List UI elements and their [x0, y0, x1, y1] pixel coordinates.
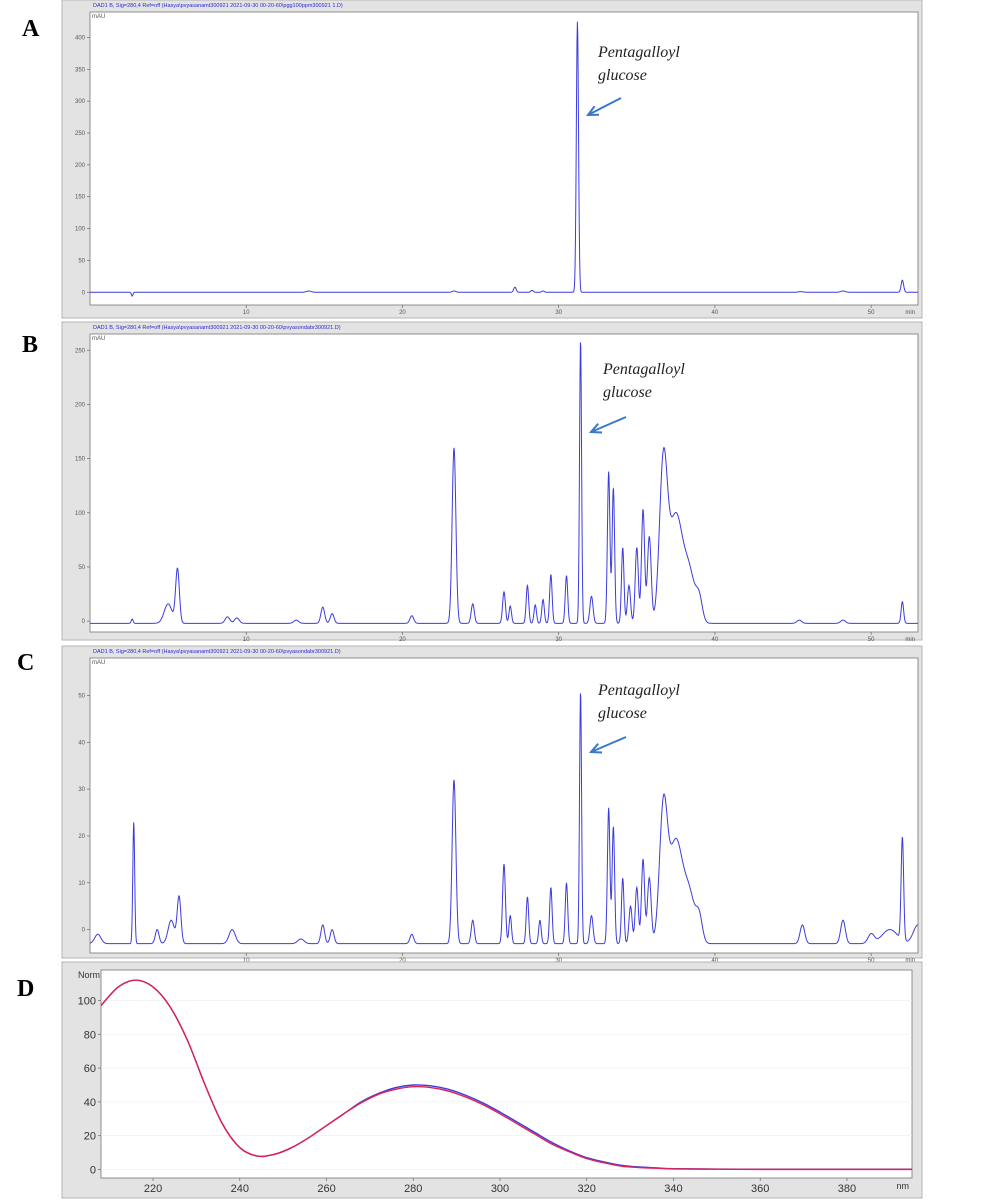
annotation-arrow: [587, 97, 622, 116]
y-tick-label: 100: [75, 227, 86, 233]
y-tick-label: 400: [75, 35, 86, 41]
x-tick-label: 260: [317, 1183, 335, 1195]
x-tick-label: 240: [231, 1183, 249, 1195]
y-tick-label: 200: [75, 402, 86, 408]
x-tick-label: 40: [712, 637, 719, 643]
x-tick-label: 20: [399, 958, 406, 964]
x-tick-label: 30: [555, 310, 562, 316]
annotation-arrow-head: [588, 743, 603, 754]
plot-area: [100, 969, 913, 1179]
panel-letter-b: B: [22, 332, 38, 358]
panel-b: B DAD1 B, Sig=280,4 Ref=off (Hasya\pvyasa…: [22, 321, 923, 643]
panel-letter-c: C: [17, 650, 34, 676]
y-tick-label: 20: [84, 1131, 96, 1143]
y-tick-label: 20: [78, 834, 85, 840]
x-unit-label: min: [905, 958, 915, 964]
y-tick-label: 250: [75, 348, 86, 354]
x-tick-label: 50: [868, 637, 875, 643]
x-tick-label: 30: [555, 958, 562, 964]
annotation-arrow: [590, 416, 627, 433]
y-tick-label: 0: [82, 928, 86, 934]
y-tick-label: 0: [82, 290, 86, 296]
x-unit-label: min: [905, 637, 915, 643]
signal-header: DAD1 B, Sig=280,4 Ref=off (Hasya\pvyasan…: [93, 3, 343, 9]
panel-letter-a: A: [22, 16, 40, 42]
x-tick-label: 30: [555, 637, 562, 643]
panel-c: C DAD1 B, Sig=280,4 Ref=off (Hasya\pvyasa…: [17, 645, 923, 964]
chromatogram-trace: [90, 693, 918, 945]
x-tick-label: 340: [664, 1183, 682, 1195]
chromatogram-trace: [90, 21, 918, 297]
annotation-line-2: glucose: [598, 705, 647, 722]
x-tick-label: 50: [868, 310, 875, 316]
signal-header: DAD1 B, Sig=280,4 Ref=off (Hasya\pvyasan…: [93, 325, 341, 331]
annotation-arrow-head: [585, 105, 600, 117]
panel-letter-d: D: [17, 976, 34, 1002]
y-unit-label: mAU: [92, 14, 105, 20]
y-tick-label: 300: [75, 99, 86, 105]
panel-d: D Norm 0 20 40 60 80 100 220 240 260 280 300 320 340 36…: [17, 961, 923, 1199]
x-unit-label: nm: [896, 1181, 909, 1191]
y-tick-label: 350: [75, 67, 86, 73]
y-tick-label: 200: [75, 163, 86, 169]
y-tick-label: 50: [78, 565, 85, 571]
y-tick-label: 100: [78, 995, 96, 1007]
plot-area: [89, 11, 919, 306]
x-tick-label: 20: [399, 310, 406, 316]
x-tick-label: 10: [243, 637, 250, 643]
annotation-line-2: glucose: [598, 67, 647, 84]
x-tick-label: 380: [838, 1183, 856, 1195]
plot-area: [89, 333, 919, 633]
y-unit-label: mAU: [92, 660, 105, 666]
y-tick-label: 250: [75, 131, 86, 137]
y-tick-label: 80: [84, 1029, 96, 1041]
y-unit-label: mAU: [92, 336, 105, 342]
y-tick-label: 100: [75, 511, 86, 517]
y-unit-label: Norm: [78, 970, 100, 980]
signal-header: DAD1 B, Sig=280,4 Ref=off (Hasya\pvyasan…: [93, 649, 341, 655]
x-tick-label: 40: [712, 310, 719, 316]
x-tick-label: 10: [243, 310, 250, 316]
x-tick-label: 20: [399, 637, 406, 643]
annotation-line-1: Pentagalloyl: [597, 682, 680, 699]
y-tick-label: 0: [82, 619, 86, 625]
y-tick-label: 150: [75, 195, 86, 201]
chromatogram-trace: [90, 342, 918, 624]
y-tick-label: 40: [84, 1097, 96, 1109]
y-tick-label: 50: [78, 258, 85, 264]
panel-a: A DAD1 B, Sig=280,4 Ref=off (Hasya\pvyasa…: [22, 0, 923, 319]
x-tick-label: 40: [712, 958, 719, 964]
y-tick-label: 10: [78, 881, 85, 887]
annotation-arrow-head: [588, 423, 603, 434]
y-tick-label: 150: [75, 457, 86, 463]
x-tick-label: 360: [751, 1183, 769, 1195]
spectrum-trace-2: [101, 979, 912, 1171]
x-tick-label: 50: [868, 958, 875, 964]
annotation-line-1: Pentagalloyl: [602, 361, 685, 378]
plot-area: [89, 657, 919, 954]
x-tick-label: 220: [144, 1183, 162, 1195]
x-tick-label: 320: [578, 1183, 596, 1195]
y-tick-label: 30: [78, 787, 85, 793]
y-tick-label: 40: [78, 740, 85, 746]
annotation-line-2: glucose: [603, 384, 652, 401]
annotation-line-1: Pentagalloyl: [597, 44, 680, 61]
x-tick-label: 300: [491, 1183, 509, 1195]
x-tick-label: 280: [404, 1183, 422, 1195]
x-unit-label: min: [905, 310, 915, 316]
y-tick-label: 60: [84, 1063, 96, 1075]
x-tick-label: 10: [243, 958, 250, 964]
annotation-arrow: [590, 736, 627, 753]
y-tick-label: 50: [78, 693, 85, 699]
y-tick-label: 0: [90, 1165, 96, 1177]
